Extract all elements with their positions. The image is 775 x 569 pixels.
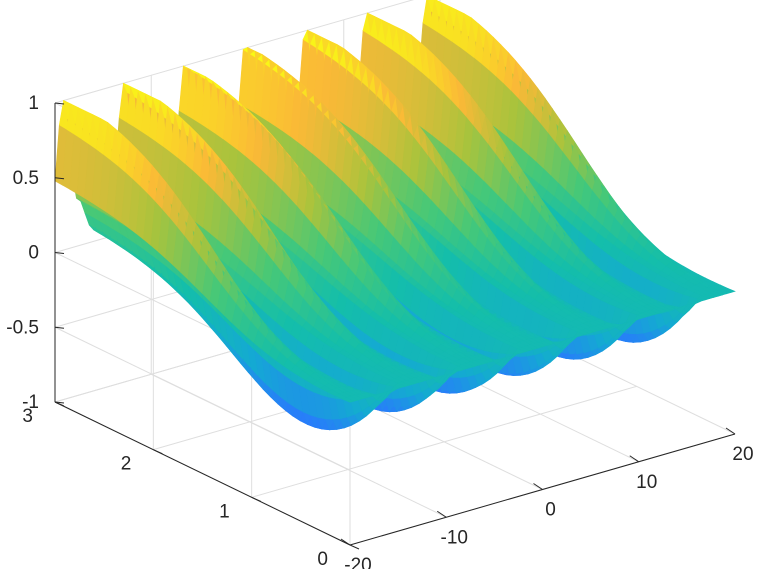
x-tick-label: -10 xyxy=(441,527,468,548)
grid-line xyxy=(251,385,637,498)
x-tick-label: 10 xyxy=(636,472,657,493)
x-tick-label: -20 xyxy=(344,555,371,569)
x-tick-label: 0 xyxy=(545,500,556,521)
y-axis-ticks: 0 1 2 3 xyxy=(22,401,360,569)
x-tick-mark xyxy=(629,455,640,463)
y-tick-label: 1 xyxy=(219,501,230,522)
x-tick-mark xyxy=(436,510,447,518)
z-tick-label: -0.5 xyxy=(6,317,39,338)
x-tick-label: 20 xyxy=(732,444,753,465)
x-tick-mark xyxy=(533,483,543,490)
x-axis-ticks: -20 -10 0 10 20 xyxy=(340,427,754,569)
y-tick-label: 3 xyxy=(22,406,33,427)
y-tick-mark xyxy=(349,544,360,550)
x-tick-mark xyxy=(725,427,736,435)
z-tick-label: 1 xyxy=(28,93,39,114)
y-tick-mark xyxy=(153,449,163,455)
z-tick-label: 0 xyxy=(28,243,39,264)
y-tick-label: 0 xyxy=(317,549,328,569)
surface-mesh xyxy=(54,0,736,431)
x-tick-mark xyxy=(340,538,351,546)
grid-line xyxy=(151,373,447,518)
y-tick-mark xyxy=(251,496,261,502)
z-tick-label: 0.5 xyxy=(13,168,39,189)
y-tick-label: 2 xyxy=(121,454,132,475)
